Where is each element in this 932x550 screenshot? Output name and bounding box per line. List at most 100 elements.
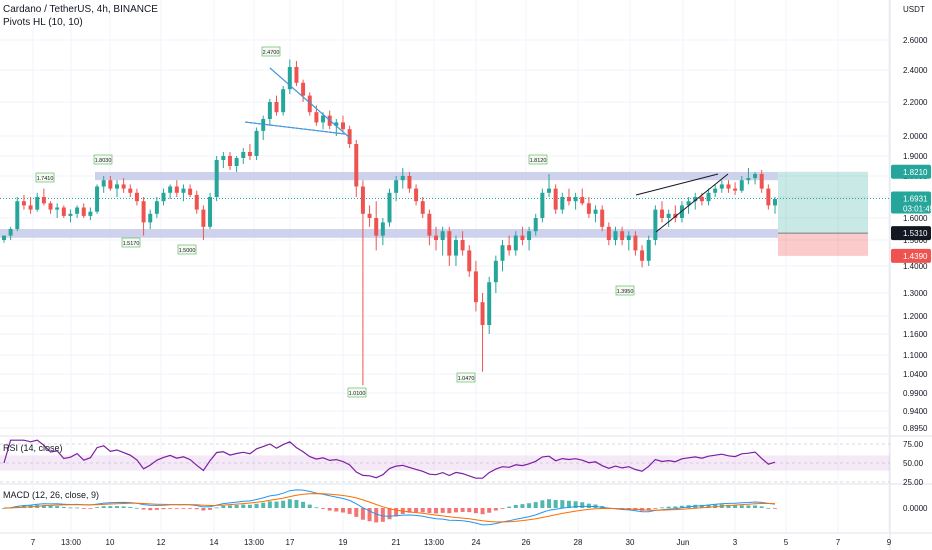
trendline-blue: [269, 67, 351, 139]
macd-histogram-bar: [108, 506, 113, 508]
macd-histogram-bar: [347, 508, 352, 514]
candle-body: [387, 192, 392, 223]
candle-body: [241, 152, 246, 158]
macd-histogram-bar: [374, 508, 379, 523]
time-tick-label: 21: [392, 538, 401, 547]
candle-body: [247, 152, 252, 156]
pivot-label-text: 1.0470: [458, 376, 475, 382]
candle-body: [221, 156, 226, 160]
candle-body: [360, 186, 365, 214]
candle-body: [527, 231, 532, 240]
candle-body: [168, 186, 173, 193]
candle-body: [653, 209, 658, 240]
candle-body: [347, 129, 352, 144]
candle-body: [114, 184, 119, 189]
target-price-tag-text: 1.8210: [903, 168, 928, 177]
price-tick-label: 2.4000: [903, 66, 928, 75]
candle-body: [613, 231, 618, 240]
candle-body: [600, 209, 605, 227]
stop-price-tag: 1.4390: [891, 248, 931, 263]
macd-histogram-bar: [321, 508, 326, 509]
pivot-label: 1.7410: [35, 172, 55, 183]
candle-body: [480, 302, 485, 325]
macd-histogram-bar: [267, 501, 272, 508]
candle-body: [547, 188, 552, 193]
candle-body: [699, 197, 704, 202]
candle-body: [301, 82, 306, 96]
candle-body: [533, 218, 538, 232]
candle-body: [161, 192, 166, 202]
macd-histogram-bar: [679, 505, 684, 508]
time-tick-label: 19: [339, 538, 348, 547]
macd-zero-label: 0.0000: [903, 504, 928, 513]
macd-histogram-bar: [194, 508, 199, 510]
macd-histogram-bar: [407, 508, 412, 513]
pivot-label-text: 1.8120: [530, 158, 547, 164]
macd-histogram-bar: [2, 508, 6, 509]
candle-body: [573, 197, 578, 202]
time-tick-label: 3: [733, 538, 738, 547]
macd-histogram-bar: [773, 508, 777, 509]
macd-histogram-bar: [88, 508, 93, 509]
candle-body: [194, 194, 199, 210]
candle-body: [620, 231, 625, 240]
candle-body: [68, 213, 73, 216]
price-tick-label: 2.0000: [903, 132, 928, 141]
macd-histogram-bar: [739, 505, 744, 508]
time-tick-label: 7: [836, 538, 841, 547]
candle-body: [8, 229, 13, 236]
time-tick-label: 5: [784, 538, 789, 547]
pivot-label: 1.3950: [615, 285, 635, 296]
pivot-label-text: 1.8030: [95, 158, 112, 164]
time-tick-label: 10: [106, 538, 115, 547]
candle-body: [234, 158, 239, 166]
macd-histogram-bar: [81, 508, 86, 509]
candle-body: [321, 115, 326, 123]
pivot-label: 1.5000: [177, 244, 197, 255]
macd-histogram-bar: [706, 504, 711, 508]
candle-body: [693, 197, 698, 202]
macd-histogram-bar: [434, 508, 439, 514]
candle-body: [281, 89, 286, 113]
macd-histogram-bar: [746, 505, 751, 508]
macd-histogram-bar: [261, 502, 266, 508]
time-tick-label: 7: [31, 538, 36, 547]
candle-body: [35, 197, 40, 210]
candle-body: [513, 235, 518, 251]
macd-histogram-bar: [41, 505, 46, 508]
indicator-label: Pivots HL (10, 10): [3, 17, 83, 28]
candle-body: [208, 197, 213, 227]
macd-histogram-bar: [447, 508, 452, 514]
macd-histogram-bar: [453, 508, 458, 513]
candle-body: [467, 250, 472, 272]
macd-histogram-bar: [553, 499, 558, 508]
candle-body: [354, 144, 359, 187]
macd-histogram-bar: [367, 508, 372, 522]
candle-body: [520, 235, 525, 240]
macd-histogram-bar: [234, 504, 239, 508]
candle-body: [101, 180, 106, 187]
pivot-label: 1.8120: [528, 154, 548, 165]
macd-histogram-bar: [301, 501, 306, 508]
macd-histogram-bar: [414, 508, 419, 513]
macd-histogram-bar: [507, 506, 512, 508]
macd-histogram-bar: [134, 507, 139, 509]
candle-body: [487, 282, 492, 325]
macd-histogram-bar: [380, 508, 385, 522]
candle-body: [340, 122, 345, 130]
candle-body: [440, 231, 445, 240]
macd-histogram-bar: [334, 508, 339, 512]
candle-body: [580, 197, 585, 204]
price-tick-label: 1.2000: [903, 312, 928, 321]
macd-histogram-bar: [75, 507, 80, 509]
macd-histogram-bar: [547, 499, 552, 508]
candle-body: [447, 231, 452, 256]
macd-histogram-bar: [241, 504, 246, 508]
macd-histogram-bar: [527, 503, 532, 508]
candles: [2, 59, 777, 386]
macd-histogram-bar: [699, 504, 704, 508]
time-tick-label: 13:00: [424, 538, 445, 547]
candle-body: [55, 207, 60, 210]
rsi-level-label: 75.00: [903, 440, 924, 449]
